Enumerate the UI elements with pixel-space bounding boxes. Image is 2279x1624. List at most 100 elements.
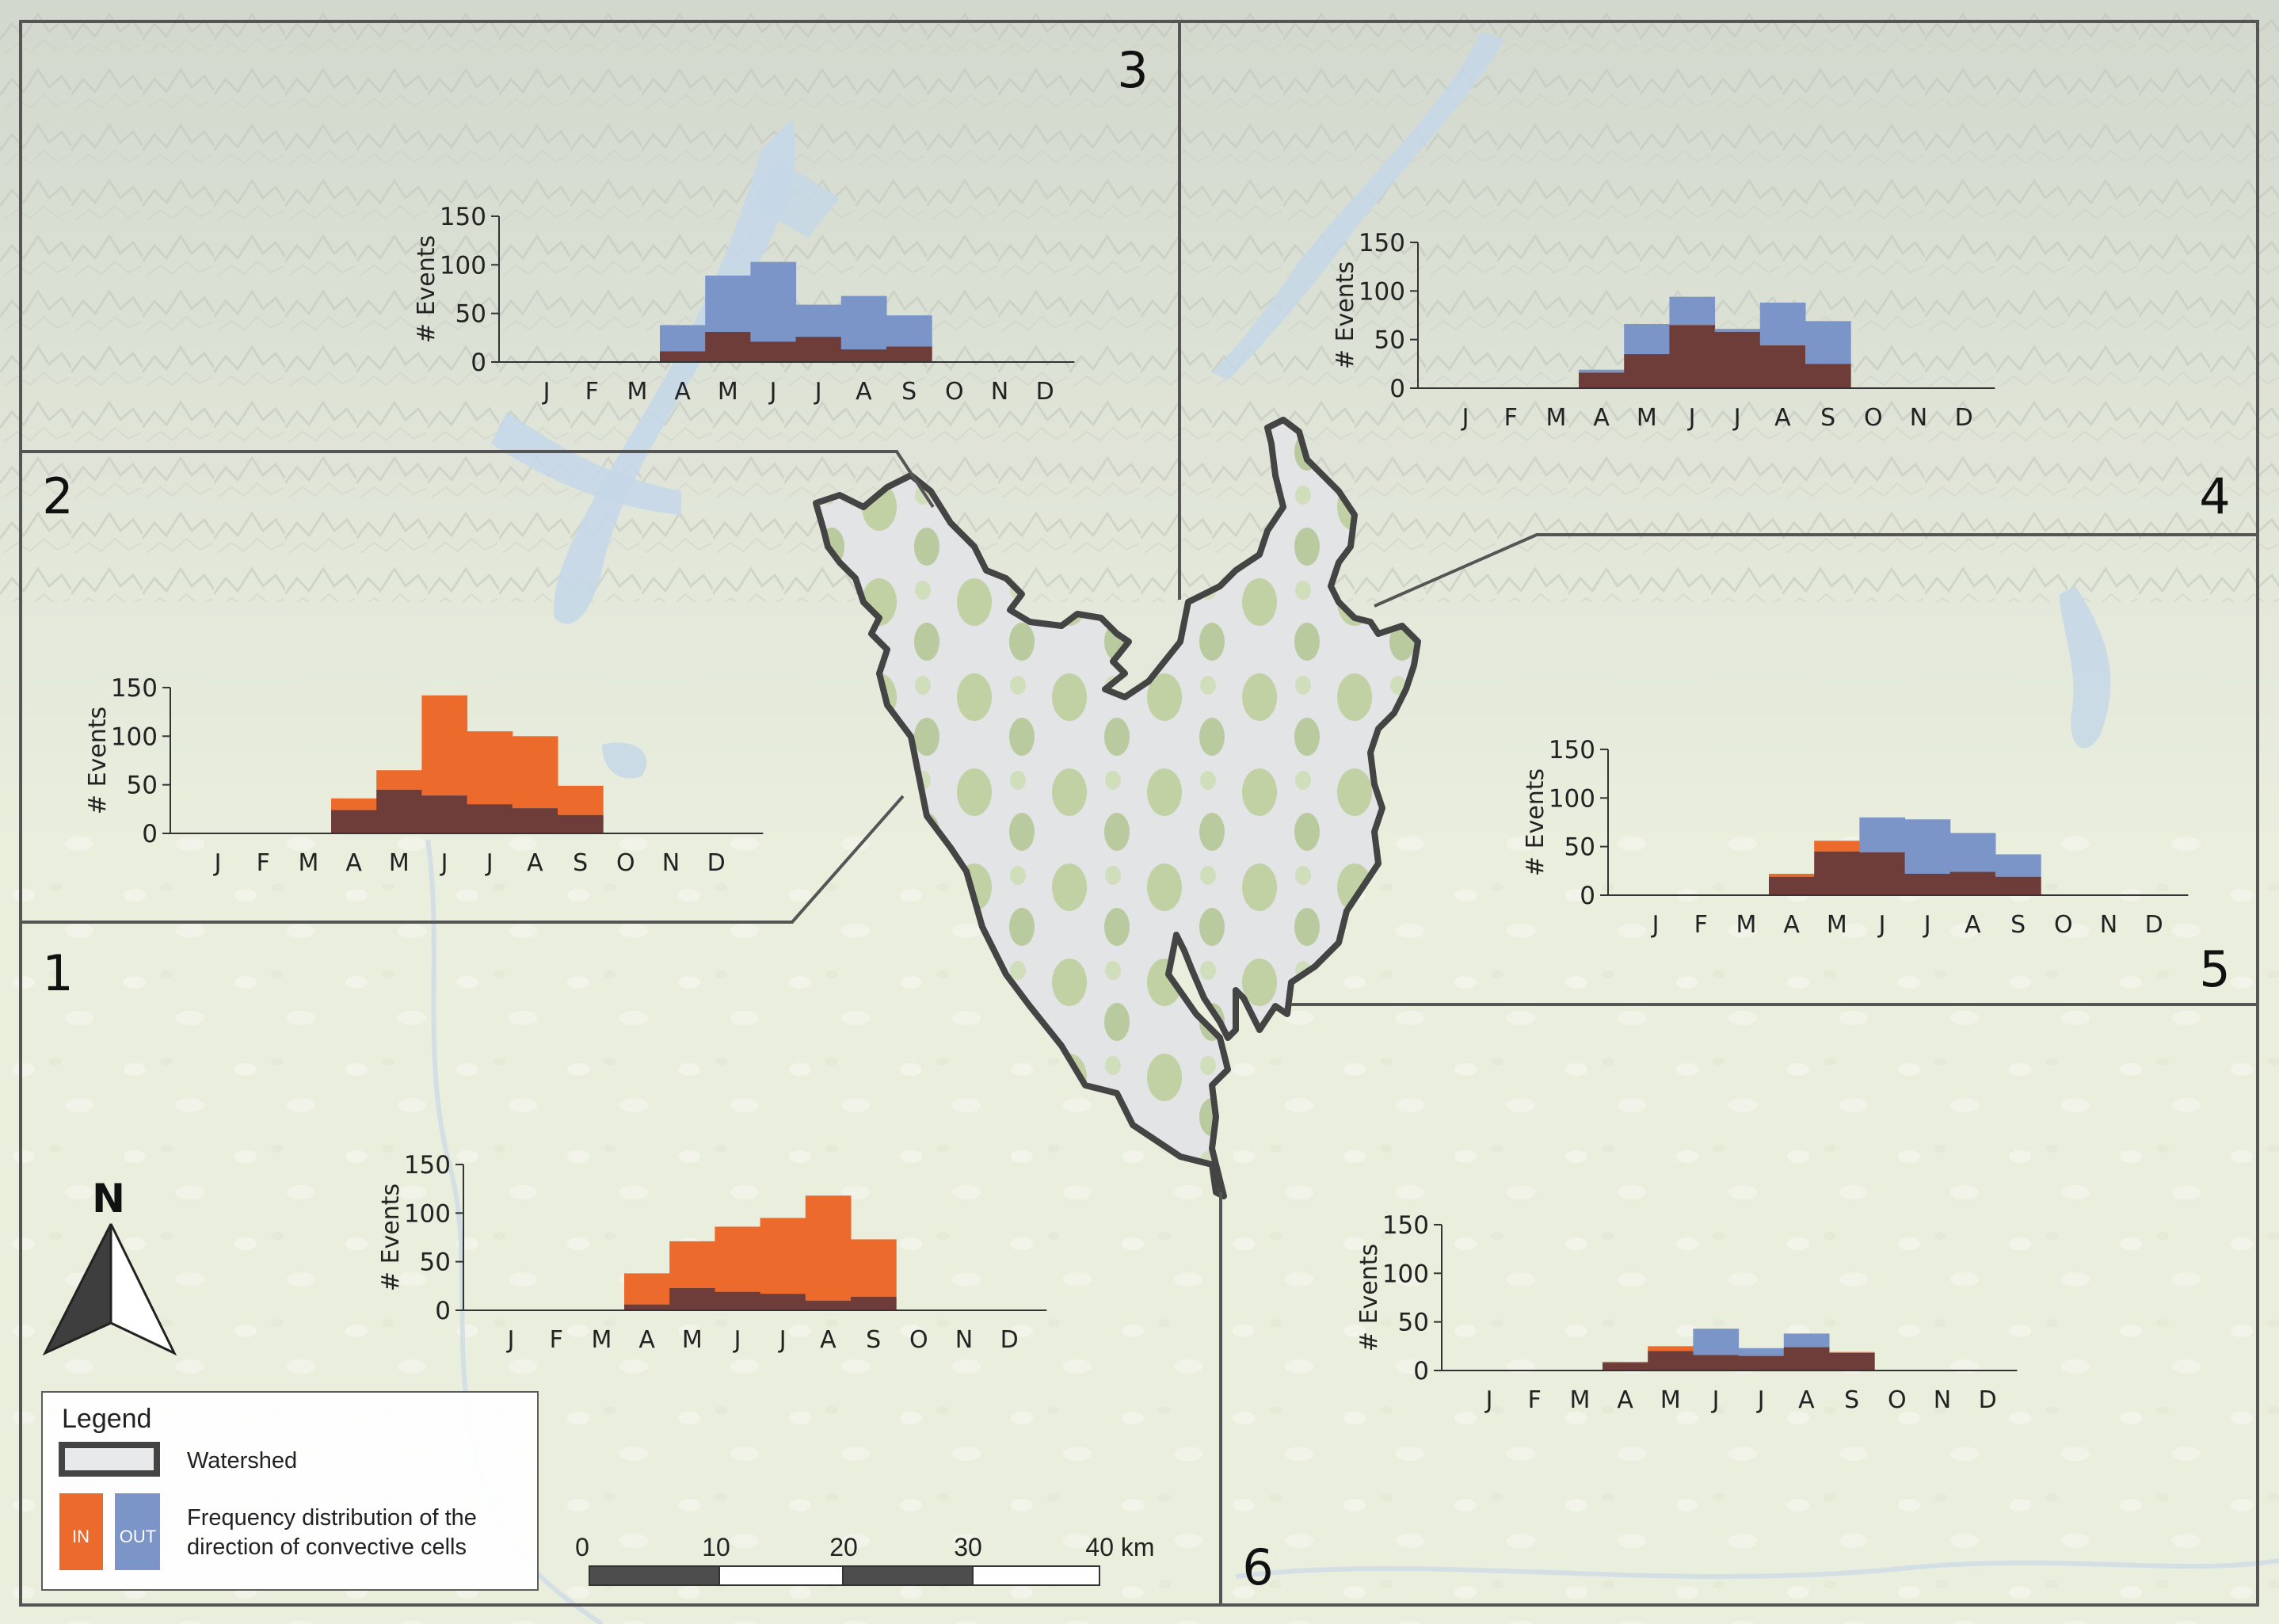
x-tick-label-6-11: D (1979, 1386, 1997, 1414)
bar-overlap-1-3 (624, 1304, 670, 1310)
bar-overlap-6-5 (1693, 1355, 1740, 1370)
x-tick-label-1-5: J (733, 1326, 741, 1354)
y-tick-label-3-3: 150 (440, 203, 486, 231)
bar-in-6-3 (1603, 1361, 1648, 1363)
panel-number-1: 1 (42, 944, 73, 1002)
x-tick-label-3-1: F (585, 378, 599, 406)
watershed-outline (813, 417, 1421, 1199)
x-tick-label-2-10: N (662, 849, 680, 877)
bar-overlap-2-4 (376, 789, 422, 833)
bar-overlap-3-6 (795, 337, 842, 362)
x-tick-label-6-4: M (1660, 1386, 1681, 1414)
y-tick-label-6-2: 100 (1382, 1260, 1429, 1288)
outer-frame (19, 20, 2259, 1607)
bar-overlap-5-7 (1949, 871, 1996, 895)
frame-2-bottom (21, 795, 905, 924)
scale-tick-10: 10 (702, 1533, 730, 1561)
y-axis-title-4: # Events (1332, 261, 1359, 369)
bar-overlap-1-8 (851, 1296, 897, 1310)
x-tick-label-6-8: S (1844, 1386, 1859, 1414)
bar-out-6-6 (1738, 1348, 1785, 1356)
y-tick-label-5-0: 0 (1580, 882, 1595, 910)
bar-overlap-1-6 (760, 1294, 806, 1310)
x-tick-label-1-4: M (682, 1326, 703, 1354)
x-tick-label-4-0: J (1461, 404, 1469, 432)
lake-top-3 (753, 158, 840, 238)
scale-tick-40: 40 km (1085, 1533, 1154, 1561)
legend-out-swatch (115, 1493, 160, 1570)
bar-overlap-4-4 (1624, 354, 1670, 388)
x-tick-label-3-0: J (542, 378, 551, 406)
bar-in-1-3 (624, 1273, 670, 1305)
y-axis-title-3: # Events (413, 235, 440, 343)
bar-out-3-7 (840, 295, 887, 350)
x-tick-label-2-1: F (257, 849, 270, 877)
y-tick-label-3-2: 100 (440, 251, 486, 280)
bar-overlap-6-8 (1829, 1352, 1875, 1370)
y-tick-label-6-3: 150 (1382, 1211, 1429, 1240)
x-tick-label-2-6: J (485, 849, 494, 877)
x-tick-label-3-7: A (856, 378, 872, 406)
panel-numbers: 3 2 4 1 5 6 (42, 41, 2230, 1596)
y-tick-label-3-0: 0 (471, 349, 486, 377)
bar-in-2-8 (558, 785, 604, 815)
bar-overlap-4-5 (1669, 325, 1716, 388)
lake-lugano (491, 412, 681, 515)
legend-in-swatch (59, 1493, 103, 1570)
x-tick-label-5-6: J (1923, 911, 1931, 939)
bar-overlap-6-6 (1738, 1355, 1785, 1370)
legend-title: Legend (62, 1404, 151, 1434)
bar-out-3-5 (750, 261, 797, 342)
bar-out-4-6 (1714, 329, 1761, 332)
bar-overlap-5-3 (1769, 876, 1815, 895)
north-arrow: N (42, 1176, 177, 1356)
x-tick-label-4-5: J (1687, 404, 1696, 432)
scale-tick-0: 0 (575, 1533, 589, 1561)
x-tick-label-6-1: F (1528, 1386, 1542, 1414)
x-tick-label-3-9: O (945, 378, 964, 406)
x-tick-label-6-9: O (1888, 1386, 1907, 1414)
x-tick-label-4-11: D (1955, 404, 1973, 432)
y-tick-label-1-0: 0 (435, 1297, 451, 1325)
x-tick-label-2-9: O (616, 849, 635, 877)
x-tick-label-3-8: S (901, 378, 917, 406)
x-tick-label-3-2: M (627, 378, 647, 406)
x-tick-label-2-2: M (298, 849, 318, 877)
bar-in-6-8 (1829, 1351, 1875, 1353)
bar-overlap-4-8 (1805, 364, 1851, 388)
y-tick-label-1-1: 50 (420, 1248, 451, 1277)
x-tick-label-2-4: M (389, 849, 410, 877)
y-tick-label-1-2: 100 (404, 1199, 451, 1228)
bar-out-4-4 (1624, 324, 1670, 355)
bar-in-5-3 (1769, 874, 1815, 877)
y-tick-label-2-2: 100 (111, 722, 158, 751)
x-tick-label-6-2: M (1569, 1386, 1590, 1414)
legend-in-label: IN (72, 1527, 90, 1546)
bar-out-3-8 (886, 315, 932, 347)
x-tick-label-1-6: J (778, 1326, 787, 1354)
x-tick-label-5-9: O (2054, 911, 2073, 939)
y-axis-title-2: # Events (84, 707, 112, 814)
bar-in-2-5 (421, 695, 468, 796)
bar-out-5-5 (1859, 817, 1906, 853)
bar-overlap-5-5 (1859, 852, 1906, 895)
panel-number-3: 3 (1117, 41, 1148, 99)
x-tick-label-6-0: J (1484, 1386, 1493, 1414)
bar-overlap-3-5 (750, 341, 797, 362)
x-tick-label-1-10: N (955, 1326, 973, 1354)
bar-overlap-4-3 (1579, 372, 1625, 388)
x-tick-label-1-8: S (866, 1326, 881, 1354)
scale-seg-4 (972, 1565, 1100, 1586)
x-tick-label-2-8: S (573, 849, 588, 877)
x-tick-label-1-2: M (591, 1326, 612, 1354)
x-tick-label-1-7: A (820, 1326, 837, 1354)
x-tick-label-2-0: J (213, 849, 222, 877)
y-tick-label-2-3: 150 (111, 674, 158, 703)
x-tick-label-4-4: M (1637, 404, 1657, 432)
bar-overlap-3-7 (840, 349, 887, 362)
